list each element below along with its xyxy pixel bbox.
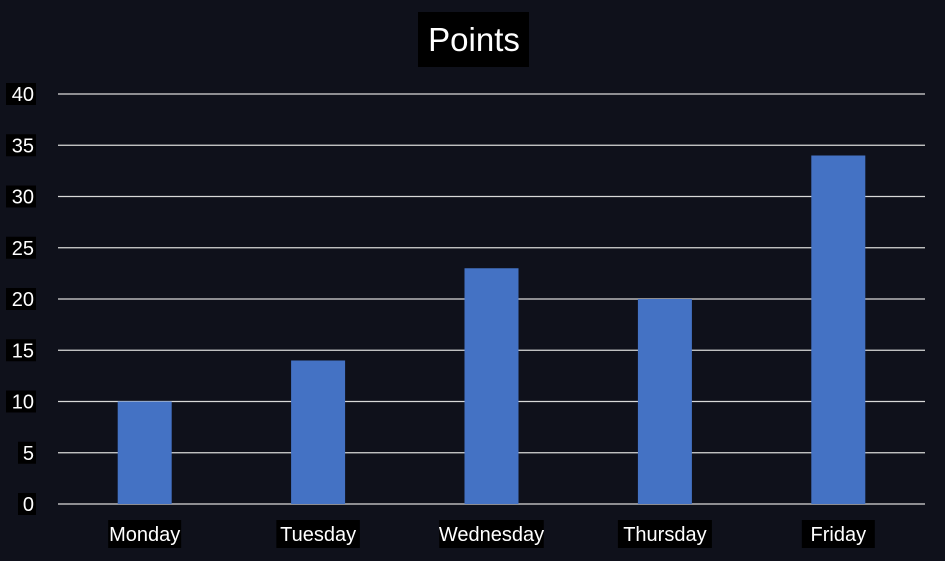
bars: [117, 155, 866, 504]
y-tick-label: 25: [12, 238, 34, 260]
y-tick-label: 0: [23, 494, 34, 516]
bar-monday: [117, 401, 172, 504]
y-tick-label: 5: [23, 443, 34, 465]
x-tick-label-tuesday: Tuesday: [280, 524, 356, 546]
y-axis-tick-labels: 0 5 10 15 20 25 30 35 40: [6, 83, 36, 516]
y-tick-label-background: [6, 185, 36, 208]
y-tick-label: 30: [12, 187, 34, 209]
y-tick-label-background: [6, 288, 36, 310]
x-tick-label-monday: Monday: [109, 524, 180, 546]
bar-friday: [811, 155, 866, 504]
y-tick-label: 40: [12, 84, 34, 106]
bar-wednesday: [464, 268, 519, 504]
x-tick-label-background: [617, 520, 712, 548]
x-tick-label-thursday: Thursday: [623, 524, 706, 546]
x-tick-label-friday: Friday: [811, 524, 867, 546]
y-tick-label-background: [6, 83, 36, 105]
bar-tuesday: [291, 360, 346, 504]
y-tick-label-background: [6, 390, 36, 413]
bar-thursday: [637, 299, 692, 504]
chart-title-background: [418, 12, 529, 67]
x-tick-label-background: [108, 520, 182, 548]
x-tick-label-background: [439, 520, 544, 548]
y-tick-label-background: [18, 493, 36, 515]
y-tick-label-background: [6, 134, 36, 157]
y-tick-label: 15: [12, 340, 34, 362]
chart-title: Points: [428, 21, 520, 58]
y-tick-label: 10: [12, 392, 34, 414]
y-tick-label-background: [18, 441, 36, 464]
x-tick-label-background: [801, 520, 875, 548]
y-tick-label-background: [6, 236, 36, 259]
chart-title-group: Points: [418, 12, 529, 67]
x-axis-tick-labels: Monday Tuesday Wednesday Thursday Friday: [108, 520, 875, 548]
y-tick-label-background: [6, 339, 36, 362]
y-tick-label: 20: [12, 289, 34, 311]
y-tick-label: 35: [12, 135, 34, 157]
x-tick-label-wednesday: Wednesday: [439, 524, 544, 546]
x-tick-label-background: [276, 520, 360, 548]
